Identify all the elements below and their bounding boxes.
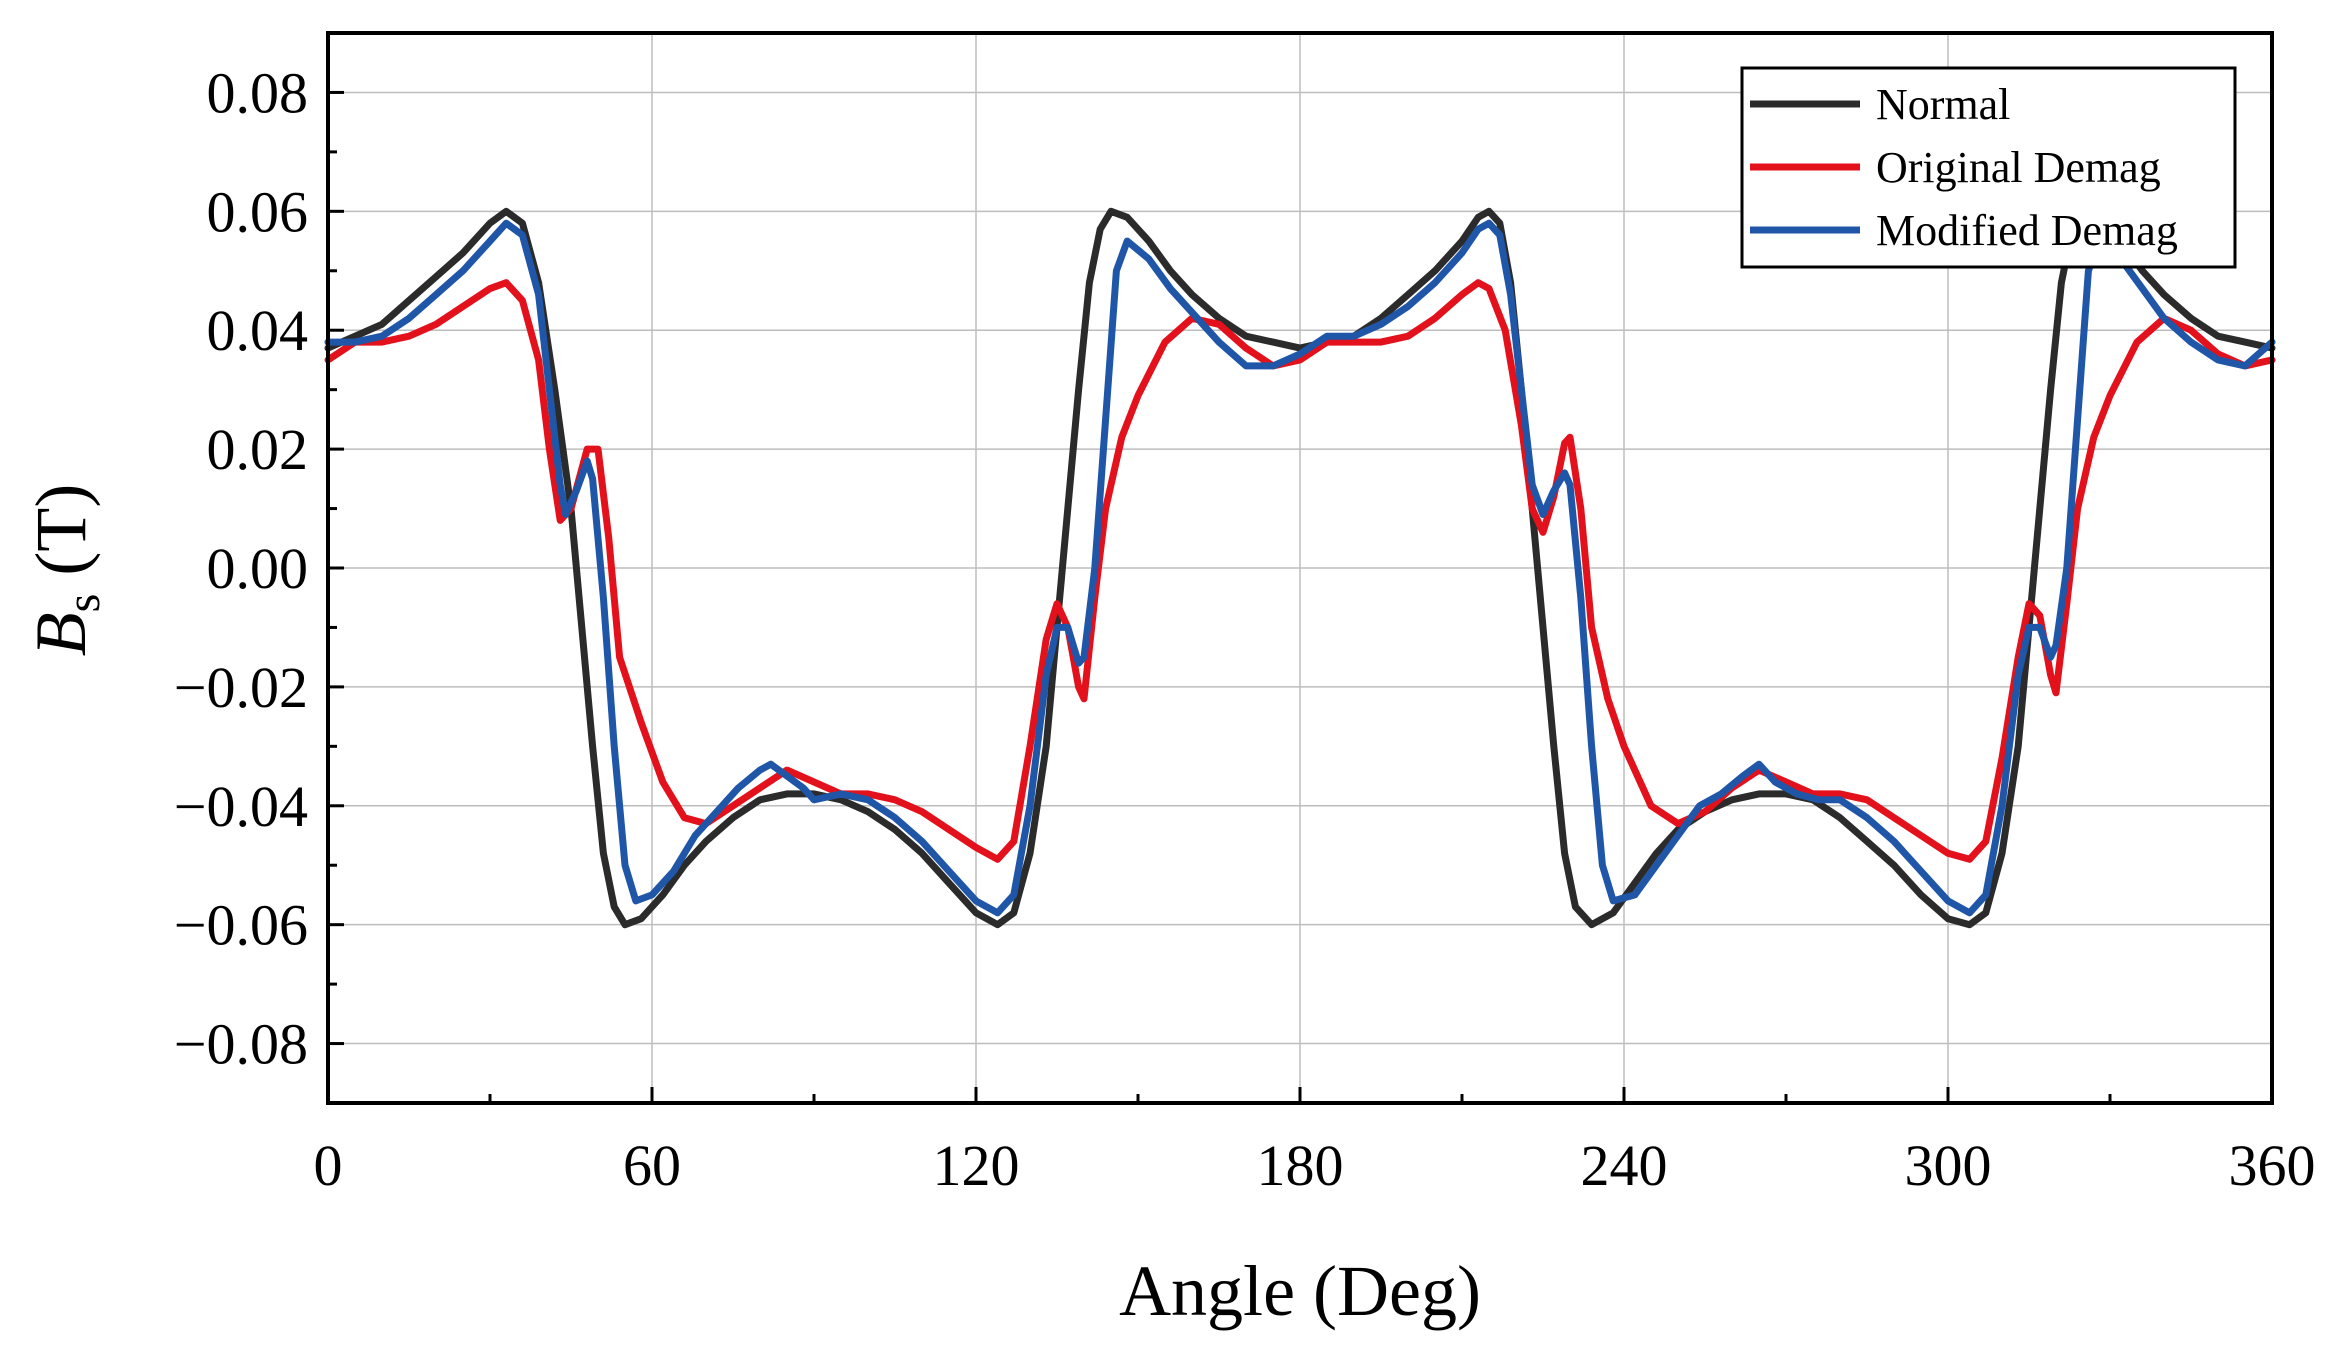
x-tick-label: 120 — [933, 1133, 1020, 1198]
y-axis-title: Bs (T) — [21, 484, 110, 657]
x-tick-label: 60 — [623, 1133, 681, 1198]
legend: Normal Original Demag Modified Demag — [1740, 66, 2237, 269]
x-tick-label: 300 — [1905, 1133, 1992, 1198]
y-tick-label: 0.08 — [207, 60, 309, 125]
tick-layer — [326, 90, 2274, 1103]
x-tick-label: 0 — [314, 1133, 343, 1198]
x-tick-label: 180 — [1257, 1133, 1344, 1198]
y-tick-label: 0.04 — [207, 298, 309, 363]
series-line-modified-demag — [324, 219, 2276, 917]
x-tick-label: 360 — [2229, 1133, 2316, 1198]
y-tick-label: 0.02 — [207, 417, 309, 482]
y-axis-title-symbol: B — [21, 612, 101, 656]
series-layer — [324, 207, 2276, 929]
y-tick-label: −0.04 — [174, 774, 308, 839]
y-tick-label: −0.08 — [174, 1012, 308, 1077]
series-line-original-demag — [324, 279, 2276, 863]
x-tick-label: 240 — [1581, 1133, 1668, 1198]
y-tick-label: −0.06 — [174, 893, 308, 958]
x-axis-title: Angle (Deg) — [1119, 1251, 1481, 1331]
legend-entries: Normal Original Demag Modified Demag — [1750, 80, 2178, 255]
tick-label-layer: 0 60 120 180 240 300 360 0.08 0.06 0.04 0.02 0.00 −0… — [174, 60, 2316, 1198]
y-axis-title-subscript: s — [57, 594, 110, 613]
y-tick-label: 0.00 — [207, 536, 309, 601]
y-tick-label: −0.02 — [174, 655, 308, 720]
y-axis-title-unit: (T) — [21, 484, 101, 576]
y-tick-label: 0.06 — [207, 179, 309, 244]
legend-label: Normal — [1876, 80, 2010, 129]
legend-label: Modified Demag — [1876, 206, 2178, 255]
legend-label: Original Demag — [1876, 143, 2161, 192]
